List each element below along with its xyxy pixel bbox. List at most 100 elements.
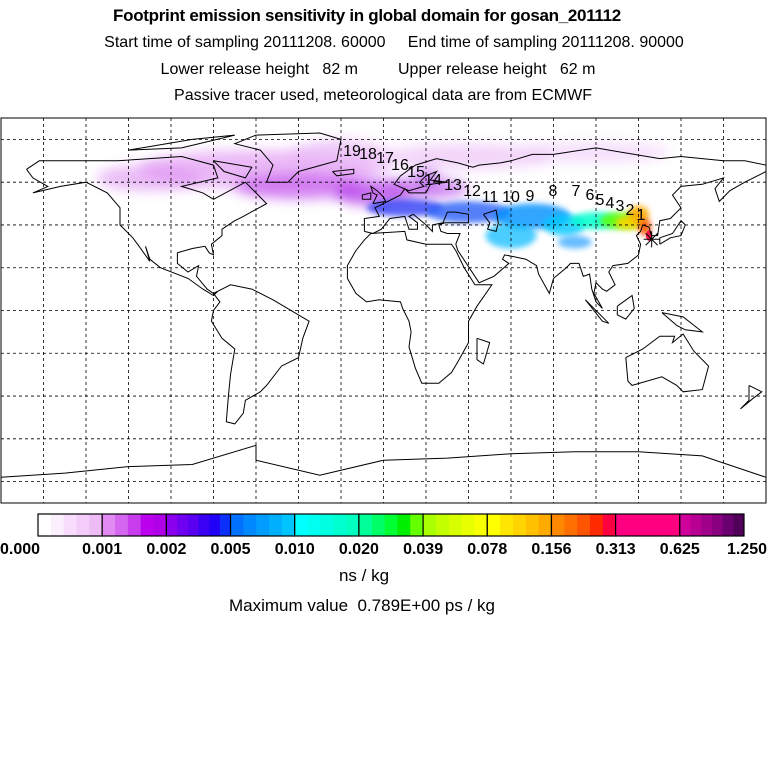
colorbar-tick-label: 0.001 xyxy=(82,541,122,558)
coastline-south-america xyxy=(210,284,310,425)
colorbar-swatch xyxy=(615,514,629,536)
coastline-greenland xyxy=(233,132,342,183)
trajectory-label: 17 xyxy=(376,150,394,167)
coastline-eurasia xyxy=(363,147,767,309)
coastline-baffin xyxy=(213,160,253,179)
coastline-borneo xyxy=(616,294,635,320)
trajectory-label: 15 xyxy=(407,164,425,181)
colorbar-tick-label: 0.078 xyxy=(467,541,507,558)
trajectory-label: 4 xyxy=(606,195,615,212)
colorbar-swatch xyxy=(654,514,668,536)
sensitivity-patch xyxy=(521,141,671,163)
colorbar-tick-label: 1.250 xyxy=(727,541,767,558)
trajectory-label: 3 xyxy=(616,198,625,215)
colorbar-swatch xyxy=(89,514,103,536)
trajectory-label: 19 xyxy=(343,143,361,160)
colorbar-swatch xyxy=(397,514,411,536)
coastline-sumatra xyxy=(585,299,610,324)
colorbar-swatch xyxy=(551,514,565,536)
station-marker xyxy=(643,231,660,248)
coastline-new-zealand xyxy=(740,384,763,410)
colorbar-swatch xyxy=(140,514,155,536)
colorbar-swatch xyxy=(187,514,199,536)
colorbar-swatch xyxy=(666,514,681,536)
colorbar-tick-label: 0.020 xyxy=(339,541,379,558)
colorbar-tick-label: 0.313 xyxy=(596,541,636,558)
colorbar-swatch xyxy=(333,514,347,536)
colorbar-swatch xyxy=(219,514,232,536)
maximum-value-label: Maximum value 0.789E+00 ps / kg xyxy=(229,596,495,615)
sampling-time-line: Start time of sampling 20111208. 60000 E… xyxy=(104,34,684,51)
colorbar-swatch xyxy=(448,514,463,536)
colorbar-segment xyxy=(679,513,745,537)
colorbar-swatch xyxy=(711,514,724,536)
colorbar-swatch xyxy=(628,514,642,536)
trajectory-label: 8 xyxy=(549,183,558,200)
colorbar-swatch xyxy=(589,514,604,536)
colorbar-tick-label: 0.156 xyxy=(531,541,571,558)
colorbar-tick-label: 0.039 xyxy=(403,541,443,558)
trajectory-label: 18 xyxy=(359,146,377,163)
colorbar: 0.000 0.001 0.002 0.005 0.010 0.020 0.039 0.078… xyxy=(0,513,767,558)
trajectory-label: 14 xyxy=(424,172,442,189)
trajectory-label: 13 xyxy=(444,177,462,194)
colorbar-swatch xyxy=(269,514,283,536)
colorbar-swatch xyxy=(512,514,527,536)
release-height-line: Lower release height 82 m Upper release … xyxy=(160,61,596,78)
colorbar-swatch xyxy=(243,514,257,536)
coastline-madagascar xyxy=(476,337,491,365)
colorbar-swatch xyxy=(307,514,321,536)
colorbar-tick-label: 0.005 xyxy=(211,541,251,558)
colorbar-swatch xyxy=(281,514,296,536)
colorbar-swatch xyxy=(538,514,552,536)
sensitivity-patch xyxy=(413,167,439,189)
colorbar-units: ns / kg xyxy=(338,566,390,585)
coastline-arctic-islands xyxy=(128,134,235,151)
colorbar-swatch xyxy=(722,514,734,536)
trajectory-label: 9 xyxy=(526,188,535,205)
sensitivity-patch xyxy=(557,235,592,249)
colorbar-tick-label: 0.002 xyxy=(146,541,186,558)
coastline-new-guinea xyxy=(661,312,705,333)
trajectory-label: 11 xyxy=(482,189,499,206)
colorbar-tick-label: 0.010 xyxy=(275,541,315,558)
coastline-antarctica xyxy=(0,444,767,478)
sensitivity-patch xyxy=(96,165,203,191)
trajectory-label: 5 xyxy=(596,192,605,209)
station-star-icon xyxy=(645,232,659,246)
coastline-japan xyxy=(659,219,686,245)
sensitivity-patch xyxy=(485,222,537,249)
colorbar-swatch xyxy=(577,514,591,536)
colorbar-swatch xyxy=(256,514,270,536)
tracer-info-line: Passive tracer used, meteorological data… xyxy=(174,87,592,104)
colorbar-swatch xyxy=(198,514,210,536)
colorbar-swatch xyxy=(500,514,514,536)
colorbar-swatch xyxy=(371,514,386,536)
colorbar-swatch xyxy=(294,514,309,536)
colorbar-swatch xyxy=(435,514,450,536)
coastline-great-britain xyxy=(369,185,387,205)
coastline-australia xyxy=(625,333,710,393)
coastline-north-america xyxy=(26,155,268,297)
colorbar-swatch xyxy=(641,514,655,536)
colorbar-swatch xyxy=(487,514,501,536)
trajectory-label: 6 xyxy=(586,187,595,204)
colorbar-swatch xyxy=(50,514,65,536)
colorbar-swatch xyxy=(733,514,745,536)
colorbar-swatch xyxy=(346,514,360,536)
colorbar-swatch xyxy=(320,514,334,536)
coastline-caspian xyxy=(482,209,499,233)
colorbar-swatch xyxy=(38,514,52,536)
colorbar-tick-label: 0.625 xyxy=(660,541,700,558)
colorbar-swatch xyxy=(701,514,713,536)
coastline-africa xyxy=(346,230,493,384)
trajectory-label: 2 xyxy=(626,202,635,219)
colorbar-swatch xyxy=(76,514,90,536)
colorbar-swatch xyxy=(410,514,424,536)
coastline-iceland xyxy=(332,168,355,177)
colorbar-swatch xyxy=(679,514,692,536)
coastline-ireland xyxy=(361,192,372,200)
colorbar-swatch xyxy=(564,514,578,536)
